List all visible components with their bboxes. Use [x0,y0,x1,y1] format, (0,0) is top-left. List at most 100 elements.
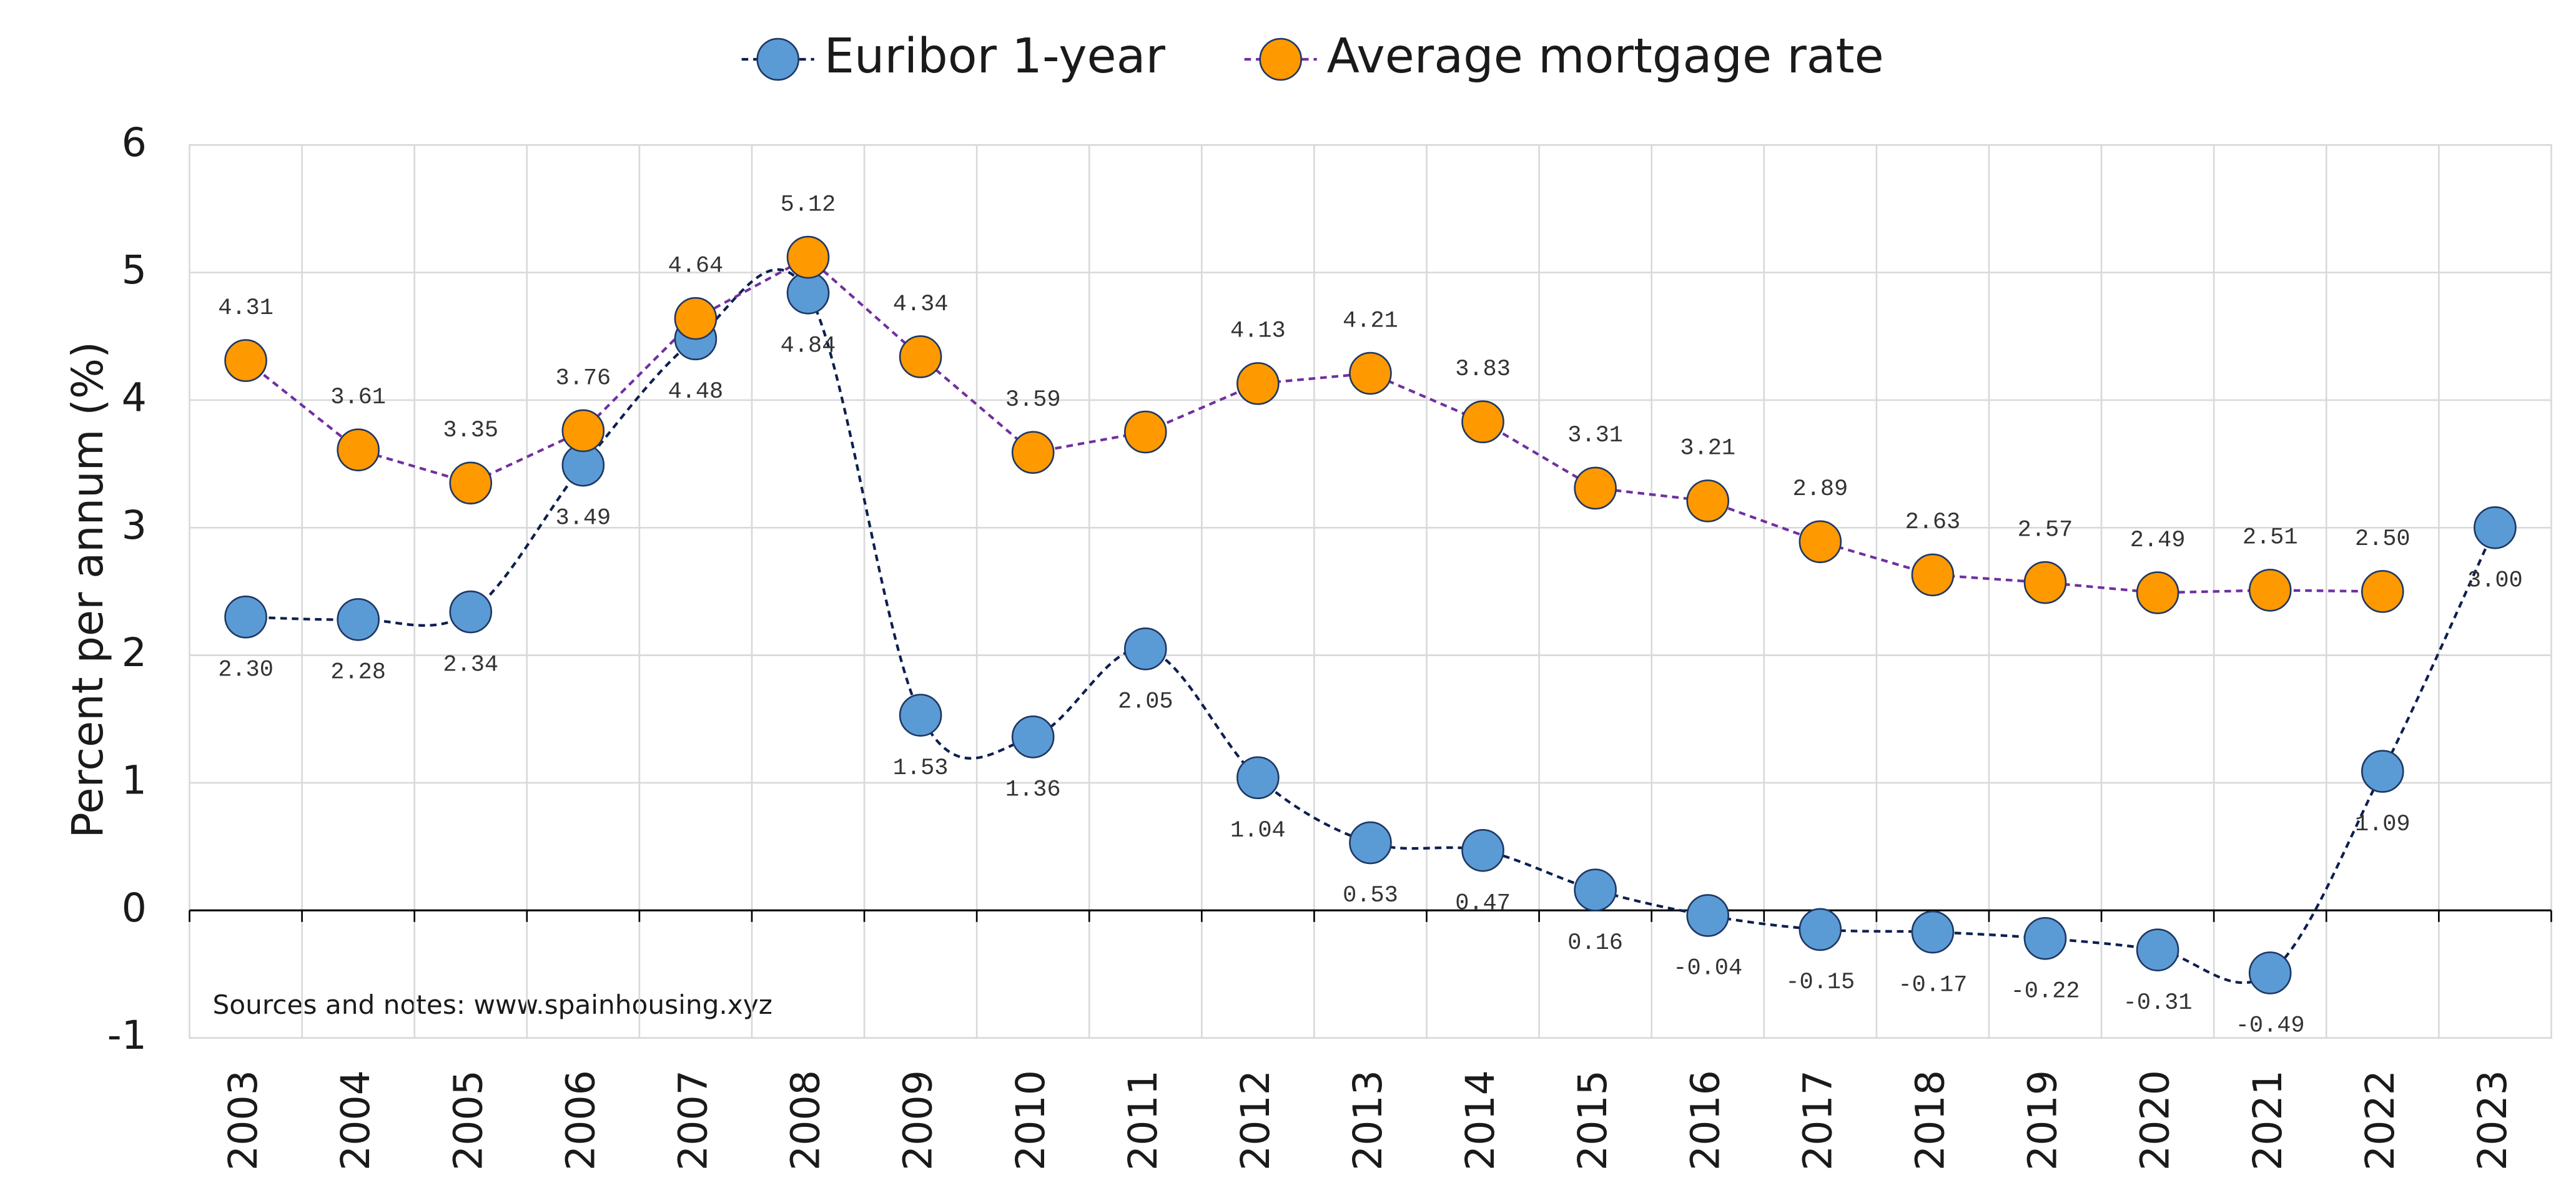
data-label: 3.76 [555,365,611,391]
data-label: 0.53 [1343,883,1398,909]
data-label: 1.09 [2355,812,2411,838]
data-label: 3.61 [330,385,386,411]
data-label: 3.31 [1567,423,1623,449]
x-tick-label: 2015 [1569,1070,1616,1171]
data-point [1236,756,1280,800]
y-tick-label: 1 [122,757,147,803]
data-point [899,335,942,378]
x-tick-label: 2016 [1682,1070,1728,1171]
data-label: -0.15 [1785,969,1855,996]
data-label: 0.16 [1567,930,1623,956]
x-tick-label: 2005 [445,1070,491,1171]
x-tick-label: 2007 [669,1070,716,1171]
data-label: -0.17 [1898,972,1967,998]
data-point [337,598,380,641]
data-point [2023,916,2067,960]
y-tick-label: 5 [122,247,147,293]
data-label: 1.04 [1230,818,1286,844]
legend-marker [756,37,799,81]
x-tick-label: 2014 [1457,1070,1503,1171]
data-point [449,590,493,634]
data-point [1574,466,1617,510]
data-label: 3.35 [443,418,498,444]
data-label: 2.30 [218,657,274,684]
data-label: -0.22 [2011,978,2080,1004]
legend-marker [1259,37,1303,81]
y-tick-label: 4 [122,375,147,421]
data-label: 2.28 [330,660,386,686]
data-point [2361,750,2404,793]
data-point [1461,828,1504,872]
data-point [224,596,267,639]
data-point [2474,506,2517,549]
y-axis-label: Percent per annum (%) [63,341,113,838]
data-point [1799,908,1842,951]
data-label: 2.49 [2130,528,2186,554]
data-label: 3.59 [1005,387,1061,413]
data-point [337,428,380,471]
data-label: 1.36 [1005,777,1061,803]
data-point [1123,627,1167,670]
data-label: 3.49 [555,505,611,531]
data-label: 2.50 [2355,526,2411,552]
x-tick-label: 2023 [2469,1070,2515,1171]
data-label: 4.13 [1230,318,1286,345]
data-label: 2.63 [1905,509,1961,536]
y-tick-label: -1 [107,1012,147,1058]
data-label: -0.49 [2236,1013,2305,1039]
data-label: 3.00 [2467,568,2523,594]
data-point [1349,821,1392,865]
data-label: 0.47 [1455,890,1511,916]
x-tick-label: 2021 [2244,1070,2291,1171]
y-tick-label: 2 [122,629,147,675]
legend-item: Euribor 1-year [741,29,1166,84]
data-label: -0.31 [2123,990,2193,1016]
data-point [1349,351,1392,395]
data-label: 2.89 [1792,476,1848,503]
data-point [1799,520,1842,564]
data-label: 3.21 [1680,436,1735,462]
data-label: -0.04 [1673,956,1742,982]
data-point [1236,362,1280,405]
data-label: 2.34 [443,652,498,678]
data-point [1461,400,1504,443]
legend-label: Euribor 1-year [824,29,1166,84]
data-label: 1.53 [893,755,949,782]
data-point [786,235,830,279]
data-label: 4.64 [668,253,724,279]
data-label: 4.21 [1343,308,1398,334]
legend-item: Average mortgage rate [1244,29,1884,84]
note: Sources and notes: www.spainhousing.xyz [212,989,772,1020]
data-point [1574,868,1617,911]
x-tick-label: 2017 [1794,1070,1840,1171]
x-tick-label: 2018 [1907,1070,1953,1171]
data-label: 4.31 [218,295,274,321]
x-tick-label: 2008 [782,1070,829,1171]
series-line [245,255,2383,594]
data-point [2248,569,2292,612]
y-tick-label: 3 [122,502,147,548]
data-point [2023,561,2067,604]
data-point [1686,479,1730,523]
y-tick-label: 6 [122,119,147,165]
data-point [224,339,267,382]
data-point [1911,553,1955,597]
data-label: 2.05 [1118,689,1173,715]
x-tick-label: 2011 [1120,1070,1166,1171]
data-point [2361,570,2404,613]
data-point [1011,715,1055,758]
data-point [2136,571,2179,614]
x-tick-label: 2003 [220,1070,266,1171]
data-label: 2.57 [2018,517,2073,543]
data-label: 3.83 [1455,356,1511,383]
data-point [2248,951,2292,994]
series-line [245,268,2497,984]
data-label: 4.84 [781,333,836,360]
data-point [1123,410,1167,454]
data-label: 4.48 [668,379,724,405]
legend-label: Average mortgage rate [1327,29,1884,84]
data-label: 5.12 [781,192,836,218]
data-point [899,694,942,737]
x-tick-label: 2006 [557,1070,603,1171]
